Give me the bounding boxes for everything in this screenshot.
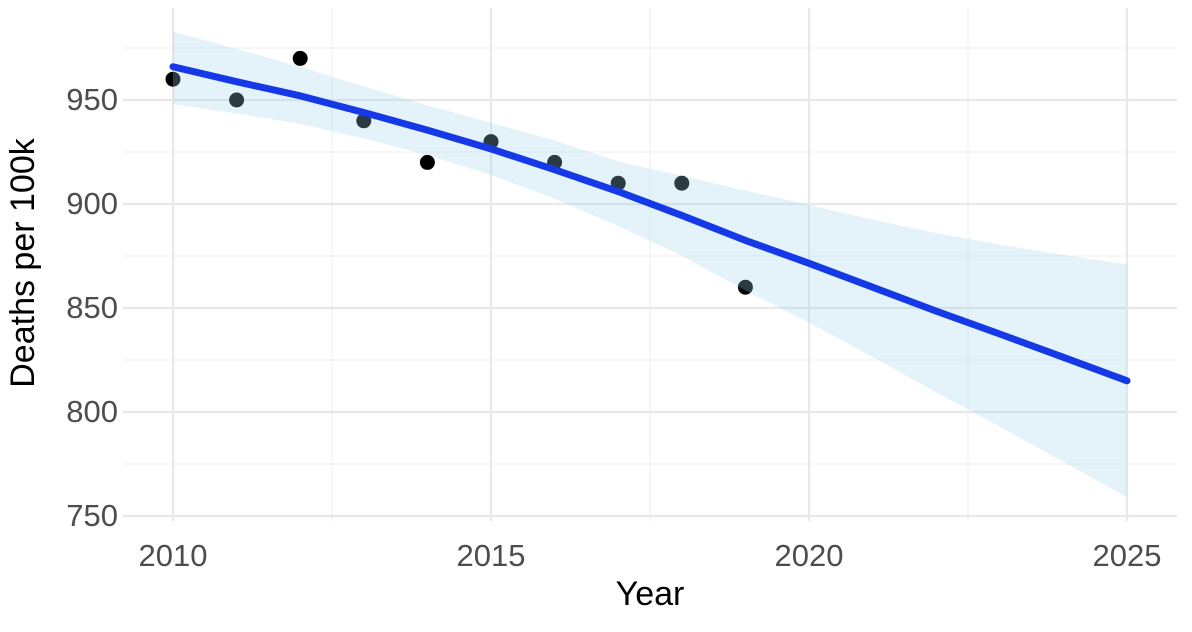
x-tick-label: 2015: [456, 538, 526, 573]
data-point: [737, 279, 753, 295]
data-point: [674, 175, 690, 191]
minor-gridlines: [123, 8, 1177, 521]
x-tick-label: 2010: [138, 538, 208, 573]
x-axis-title: Year: [615, 575, 685, 613]
data-point: [292, 50, 308, 66]
regression-line: [169, 63, 1131, 385]
x-tick-label: 2020: [774, 538, 844, 573]
y-tick-label: 900: [66, 186, 118, 221]
confidence-band: [173, 31, 1127, 498]
y-axis-title: Deaths per 100k: [4, 138, 42, 388]
x-tick-label: 2025: [1092, 538, 1162, 573]
data-point: [419, 154, 435, 170]
y-tick-label: 850: [66, 290, 118, 325]
y-tick-label: 800: [66, 394, 118, 429]
y-tick-label: 950: [66, 82, 118, 117]
data-point: [165, 71, 181, 87]
regression-line-path: [169, 63, 1131, 385]
confidence-band-area: [173, 31, 1127, 498]
data-point: [229, 92, 245, 108]
major-gridlines: [123, 8, 1177, 521]
y-tick-label: 750: [66, 498, 118, 533]
